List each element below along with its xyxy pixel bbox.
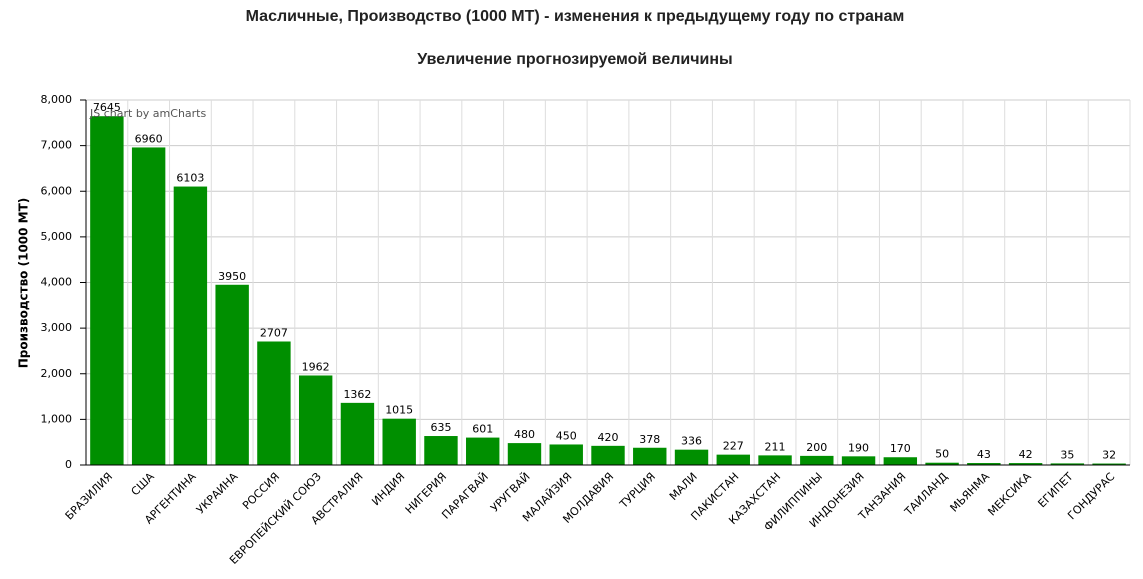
x-tick-label: БРАЗИЛИЯ [63,470,115,522]
bar [841,456,876,465]
bar [424,436,458,465]
bar [382,418,416,465]
bar [591,445,625,465]
value-label: 1362 [343,388,371,401]
x-tick-label: РОССИЯ [240,470,282,512]
bar [800,455,834,465]
y-tick-label: 4,000 [41,276,73,289]
bar [340,402,375,465]
value-label: 50 [935,448,949,461]
y-tick-label: 2,000 [41,367,73,380]
y-tick-label: 0 [65,458,72,471]
y-tick-label: 3,000 [41,321,73,334]
bar [90,116,124,466]
y-tick-label: 7,000 [41,139,73,152]
x-tick-label: США [129,470,158,499]
y-axis-title: Производство (1000 MT) [17,198,31,369]
bar [466,437,500,465]
y-tick-label: 5,000 [41,230,73,243]
value-label: 7645 [93,101,121,114]
value-label: 170 [890,442,911,455]
bar [967,463,1001,465]
chart-subtitle: Увеличение прогнозируемой величины [417,51,732,68]
bar [758,455,792,465]
value-label: 2707 [260,326,288,339]
x-tick-label: УКРАИНА [194,470,241,517]
value-label: 227 [723,440,744,453]
chart-title: Масличные, Производство (1000 MT) - изме… [246,8,905,25]
value-label: 480 [514,428,535,441]
bar [716,454,750,465]
bar [507,443,542,465]
value-label: 42 [1019,448,1033,461]
y-tick-label: 6,000 [41,184,73,197]
bar [674,449,709,465]
value-label: 211 [765,440,786,453]
bar [883,457,918,465]
value-label: 601 [472,423,493,436]
value-label: 190 [848,441,869,454]
bar [257,341,291,465]
y-tick-label: 1,000 [41,412,73,425]
bar [215,284,249,465]
value-label: 450 [556,429,577,442]
y-tick-label: 8,000 [41,93,73,106]
value-label: 420 [598,431,619,444]
x-tick-label: ТУРЦИЯ [617,470,658,511]
x-tick-label: МЕКСИКА [985,470,1034,519]
watermark: JS chart by amCharts [89,107,206,120]
value-label: 6960 [135,132,163,145]
bar [1092,463,1126,465]
value-label: 1962 [302,360,330,373]
bar [298,375,333,465]
x-tick-label: ИНДИЯ [369,470,407,508]
bar [633,447,667,465]
value-label: 1015 [385,404,413,417]
value-label: 3950 [218,270,246,283]
value-label: 43 [977,448,991,461]
value-label: 336 [681,435,702,448]
bar [549,444,583,465]
bar [131,147,166,465]
bar [173,186,208,465]
value-label: 35 [1060,448,1074,461]
bar [925,462,959,465]
value-label: 635 [430,421,451,434]
value-label: 378 [639,433,660,446]
value-label: 200 [806,441,827,454]
x-tick-label: МАЛИ [667,470,700,503]
x-tick-label: ЕГИПЕТ [1035,470,1075,510]
value-label: 6103 [176,172,204,185]
value-label: 32 [1102,449,1116,462]
bar [1008,463,1043,465]
bar [1050,463,1085,465]
x-tick-label: ТАИЛАНД [901,470,950,519]
